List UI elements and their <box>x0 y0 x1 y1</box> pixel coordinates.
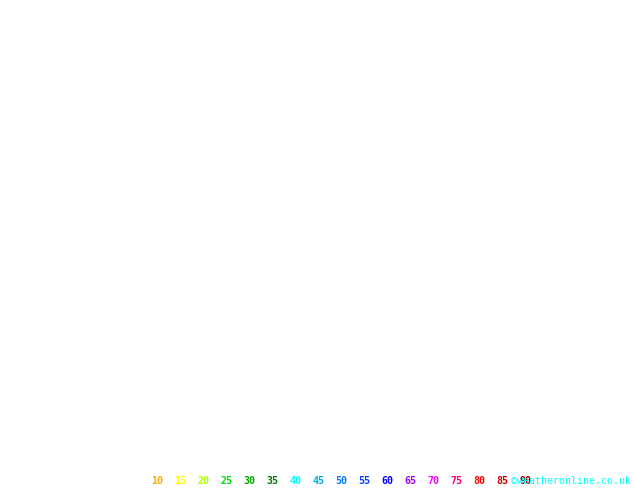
Text: 50: 50 <box>335 476 347 486</box>
Text: 60: 60 <box>382 476 394 486</box>
Text: 20: 20 <box>197 476 209 486</box>
Text: 70: 70 <box>427 476 439 486</box>
Text: Isotachs 10m (km/h): Isotachs 10m (km/h) <box>3 476 117 486</box>
Text: 65: 65 <box>404 476 417 486</box>
Text: 80: 80 <box>474 476 486 486</box>
Text: Tu 04-06-2024 12:00 UTC (12+240): Tu 04-06-2024 12:00 UTC (12+240) <box>439 460 631 469</box>
Text: ©weatheronline.co.uk: ©weatheronline.co.uk <box>511 476 631 486</box>
Text: 55: 55 <box>358 476 370 486</box>
Text: 35: 35 <box>266 476 278 486</box>
Text: 90: 90 <box>519 476 531 486</box>
Text: 75: 75 <box>450 476 462 486</box>
Text: 30: 30 <box>243 476 256 486</box>
Text: 85: 85 <box>496 476 508 486</box>
Text: 45: 45 <box>313 476 325 486</box>
Text: 25: 25 <box>221 476 233 486</box>
Text: 40: 40 <box>290 476 301 486</box>
Text: 15: 15 <box>174 476 186 486</box>
Text: 10: 10 <box>152 476 164 486</box>
Text: Surface pressure [hPa] ECMWF: Surface pressure [hPa] ECMWF <box>3 460 171 469</box>
